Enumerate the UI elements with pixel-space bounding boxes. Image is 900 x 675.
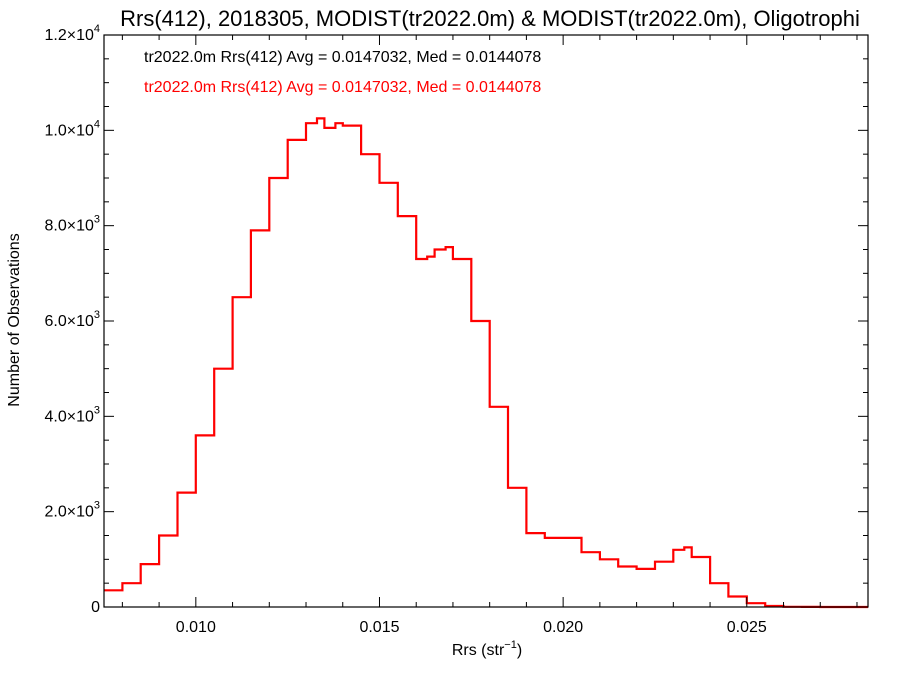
plot-area: 0.010 0.015 0.020 0.025 0 2.0×103 4.0×103 6.0×1… — [44, 23, 869, 636]
y-tick-label: 1.0×104 — [44, 118, 100, 139]
x-tick-label: 0.015 — [359, 619, 399, 636]
y-tick-label: 2.0×103 — [44, 500, 100, 521]
x-tick-label: 0.025 — [727, 619, 767, 636]
y-tick-label: 1.2×104 — [44, 23, 100, 44]
y-axis-label: Number of Observations — [6, 233, 23, 406]
x-tick-label: 0.010 — [176, 619, 216, 636]
chart-title: Rrs(412), 2018305, MODIST(tr2022.0m) & M… — [120, 6, 860, 31]
y-tick-label: 0 — [91, 599, 100, 616]
x-tick-label: 0.020 — [543, 619, 583, 636]
annotations: tr2022.0m Rrs(412) Avg = 0.0147032, Med … — [144, 49, 541, 96]
annotation-red: tr2022.0m Rrs(412) Avg = 0.0147032, Med … — [144, 79, 541, 96]
y-tick-label: 8.0×103 — [44, 214, 100, 235]
y-tick-label: 6.0×103 — [44, 309, 100, 330]
y-tick-label: 4.0×103 — [44, 404, 100, 425]
histogram-series-line — [104, 117, 868, 609]
x-axis-label: Rrs (str−1) — [452, 639, 522, 659]
annotation-black: tr2022.0m Rrs(412) Avg = 0.0147032, Med … — [144, 49, 541, 66]
